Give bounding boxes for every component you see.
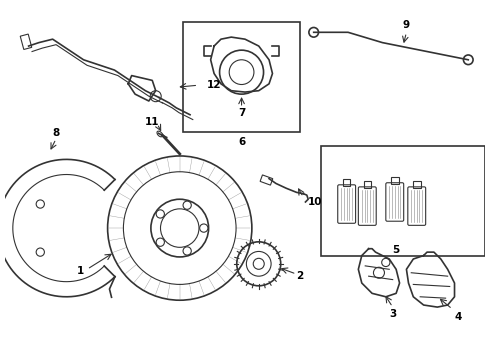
- Circle shape: [156, 210, 165, 218]
- Text: 8: 8: [52, 128, 60, 138]
- Text: 5: 5: [392, 245, 400, 255]
- Text: 12: 12: [207, 80, 221, 90]
- Text: 1: 1: [76, 266, 84, 276]
- Text: 7: 7: [238, 108, 245, 118]
- Bar: [183, 22, 300, 132]
- Bar: [391, 177, 398, 184]
- Text: 6: 6: [238, 137, 245, 147]
- Bar: [364, 181, 371, 188]
- Circle shape: [183, 201, 191, 210]
- Text: 11: 11: [145, 117, 160, 127]
- Bar: [260, 175, 273, 185]
- Bar: [320, 146, 486, 256]
- Text: 2: 2: [296, 271, 304, 281]
- Bar: [413, 181, 420, 188]
- Circle shape: [183, 247, 191, 255]
- Circle shape: [464, 55, 473, 64]
- Bar: [343, 179, 350, 186]
- Text: 4: 4: [454, 312, 462, 323]
- Circle shape: [156, 238, 165, 246]
- Bar: [20, 34, 32, 49]
- Text: 3: 3: [389, 309, 396, 319]
- Text: 10: 10: [308, 197, 323, 207]
- Circle shape: [199, 224, 208, 232]
- Circle shape: [309, 27, 318, 37]
- Ellipse shape: [157, 131, 163, 137]
- Text: 9: 9: [403, 21, 410, 31]
